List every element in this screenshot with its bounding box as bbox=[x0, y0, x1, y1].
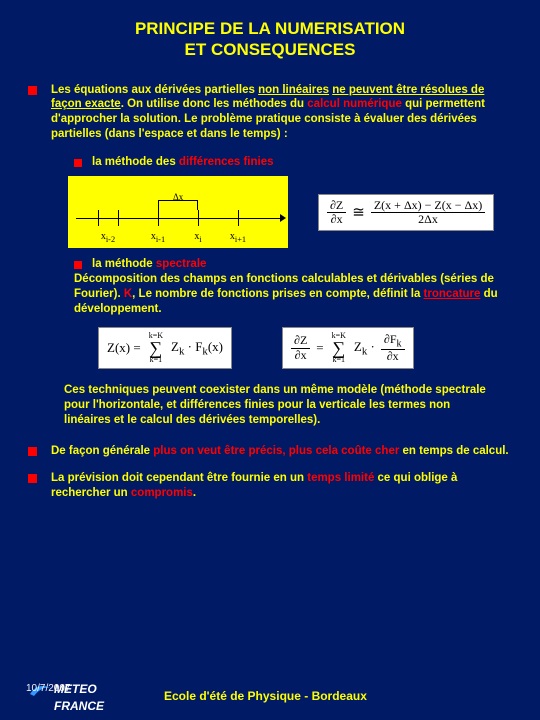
finite-diff-formula: ∂Z∂x ≅ Z(x + Δx) − Z(x − Δx)2Δx bbox=[318, 194, 494, 231]
bullet-3-text: La prévision doit cependant être fournie… bbox=[51, 471, 512, 501]
tick-label: xi bbox=[194, 231, 201, 244]
sub-bullet-1: la méthode des différences finies bbox=[74, 156, 512, 168]
footer-caption: Ecole d'été de Physique - Bordeaux bbox=[164, 689, 367, 703]
tick-label: xi-2 bbox=[101, 231, 115, 244]
fourier-derivative: ∂Z∂x = k=K∑k=1 Zk · ∂Fk∂x bbox=[282, 327, 413, 369]
bullet-2: De façon générale plus on veut être préc… bbox=[28, 444, 512, 459]
bullet-marker bbox=[28, 474, 37, 483]
spectral-desc: Décomposition des champs en fonctions ca… bbox=[74, 272, 502, 317]
bullet-marker bbox=[28, 447, 37, 456]
fourier-expansion: Z(x) = k=K∑k=1 Zk · Fk(x) bbox=[98, 327, 232, 369]
axis bbox=[76, 218, 282, 219]
meteo-france-logo: 10/7/2007 METEO FRANCE bbox=[28, 680, 104, 712]
coexist-note: Ces techniques peuvent coexister dans un… bbox=[64, 383, 492, 428]
bullet-3: La prévision doit cependant être fournie… bbox=[28, 471, 512, 501]
title-line1: PRINCIPE DE LA NUMERISATION bbox=[135, 19, 405, 38]
footer: 10/7/2007 METEO FRANCE Ecole d'été de Ph… bbox=[28, 680, 512, 712]
axis-arrow-icon bbox=[280, 214, 286, 222]
sigma-icon: k=K∑k=1 bbox=[332, 332, 346, 364]
dx-span bbox=[158, 200, 198, 201]
bullet-1: Les équations aux dérivées partielles no… bbox=[28, 83, 512, 143]
stencil-diagram: Δx xi-2 xi-1 xi xi+1 bbox=[68, 176, 288, 248]
tick bbox=[198, 210, 199, 226]
sigma-icon: k=K∑k=1 bbox=[149, 332, 163, 364]
rhs: Z(x + Δx) − Z(x − Δx)2Δx bbox=[371, 199, 485, 226]
sub-bullet-2-text: la méthode spectrale bbox=[92, 258, 206, 270]
tick bbox=[238, 210, 239, 226]
title-line2: ET CONSEQUENCES bbox=[185, 40, 356, 59]
dzdx: ∂Z∂x bbox=[327, 199, 346, 226]
bullet-2-text: De façon générale plus on veut être préc… bbox=[51, 444, 509, 459]
spectral-formulas: Z(x) = k=K∑k=1 Zk · Fk(x) ∂Z∂x = k=K∑k=1… bbox=[98, 327, 512, 369]
bullet-1-text: Les équations aux dérivées partielles no… bbox=[51, 83, 512, 143]
tick bbox=[98, 210, 99, 226]
finite-diff-row: Δx xi-2 xi-1 xi xi+1 ∂Z∂x ≅ Z(x + Δx) − … bbox=[68, 176, 512, 248]
sub-bullet-1-text: la méthode des différences finies bbox=[92, 156, 274, 168]
bullet-marker bbox=[28, 86, 37, 95]
footer-date: 10/7/2007 bbox=[26, 684, 71, 694]
sub-bullet-2: la méthode spectrale bbox=[74, 258, 512, 270]
sub-bullet-marker bbox=[74, 261, 82, 269]
tick-label: xi-1 bbox=[151, 231, 165, 244]
slide-title: PRINCIPE DE LA NUMERISATION ET CONSEQUEN… bbox=[28, 18, 512, 61]
tick-label: xi+1 bbox=[230, 231, 246, 244]
tick bbox=[118, 210, 119, 226]
sub-bullet-marker bbox=[74, 159, 82, 167]
tick bbox=[158, 210, 159, 226]
